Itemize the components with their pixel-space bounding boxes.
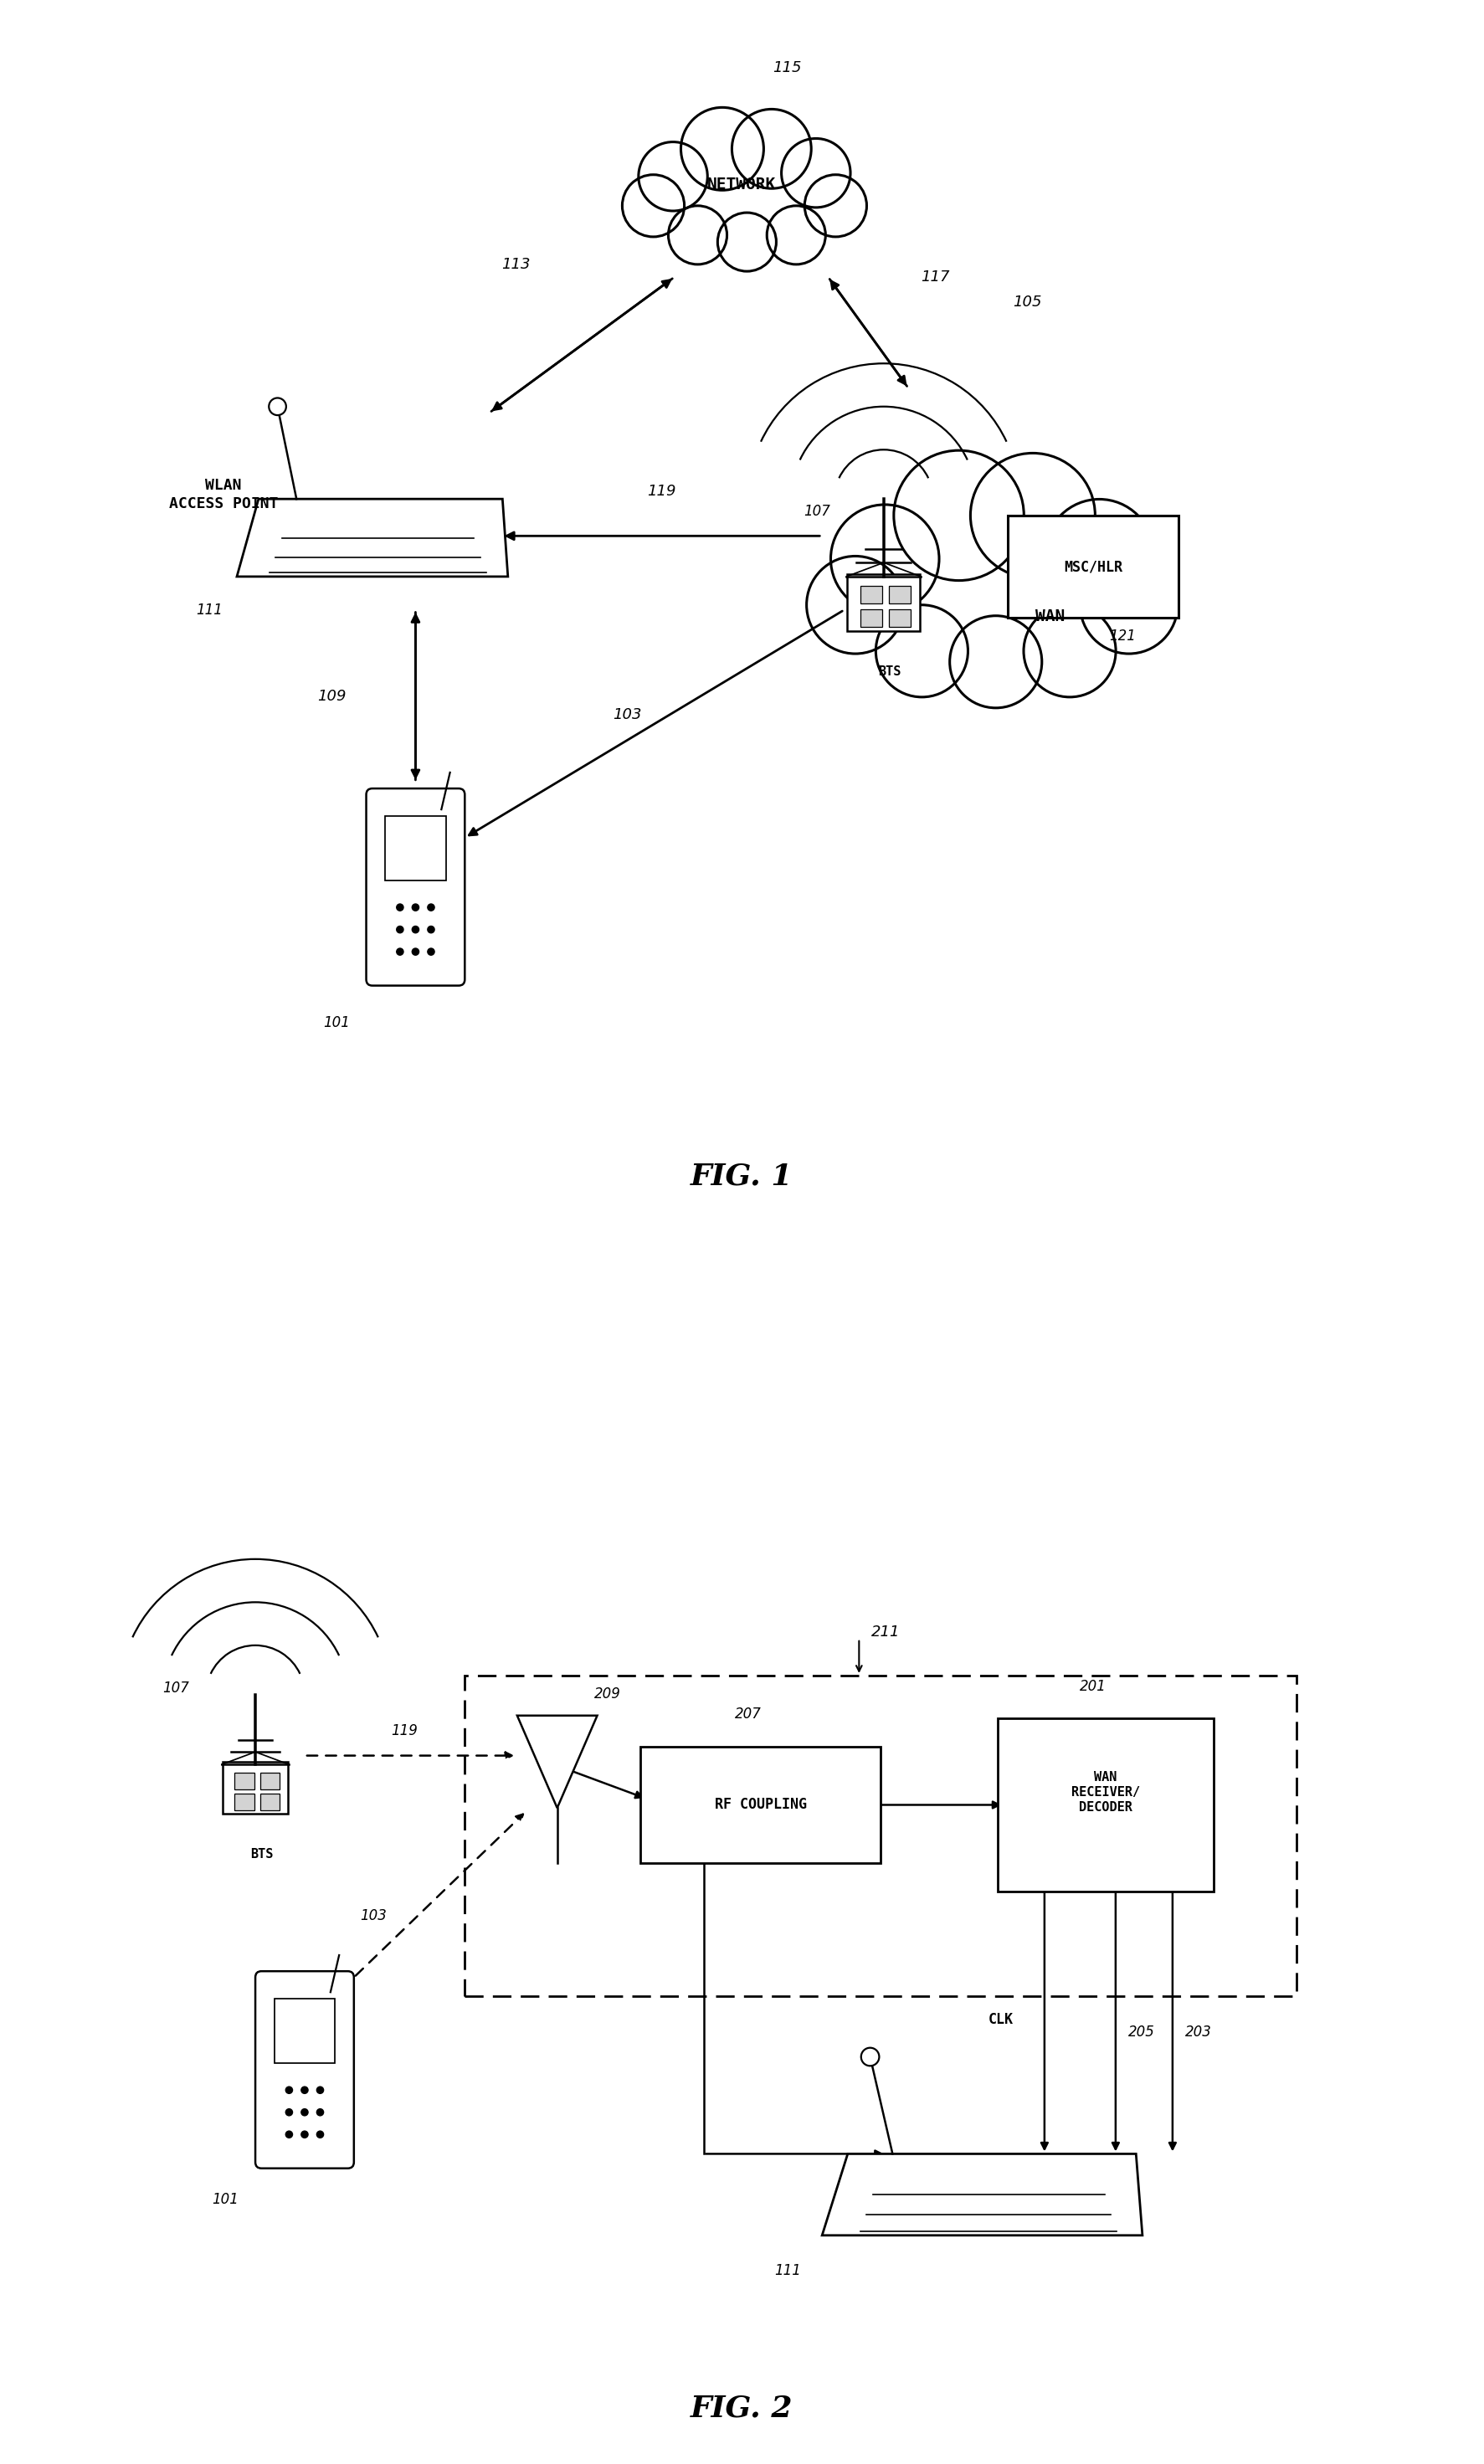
FancyBboxPatch shape [847, 574, 920, 631]
Text: BTS: BTS [249, 1848, 273, 1860]
Text: 119: 119 [390, 1722, 417, 1740]
Circle shape [767, 207, 825, 264]
Circle shape [638, 143, 708, 212]
Text: 115: 115 [773, 59, 801, 76]
Text: 103: 103 [361, 1907, 387, 1924]
Text: 101: 101 [212, 2190, 239, 2208]
Circle shape [285, 2131, 292, 2139]
Circle shape [427, 949, 435, 956]
Circle shape [301, 2087, 309, 2094]
Text: 107: 107 [804, 503, 830, 520]
Circle shape [804, 175, 867, 237]
FancyBboxPatch shape [384, 816, 447, 880]
Text: FIG. 1: FIG. 1 [690, 1163, 794, 1190]
Circle shape [396, 949, 404, 956]
Text: 103: 103 [613, 707, 641, 722]
FancyBboxPatch shape [861, 586, 881, 604]
Circle shape [427, 904, 435, 912]
Text: 121: 121 [1109, 628, 1135, 643]
Text: RF COUPLING: RF COUPLING [714, 1796, 806, 1814]
Text: 211: 211 [871, 1624, 901, 1641]
Circle shape [413, 904, 418, 912]
Circle shape [971, 453, 1095, 579]
FancyBboxPatch shape [641, 1747, 880, 1863]
Circle shape [1024, 606, 1116, 697]
Circle shape [301, 2109, 309, 2117]
Text: WAN
RECEIVER/
DECODER: WAN RECEIVER/ DECODER [1071, 1772, 1140, 1814]
FancyBboxPatch shape [260, 1794, 280, 1811]
FancyBboxPatch shape [223, 1762, 288, 1814]
Circle shape [413, 949, 418, 956]
Circle shape [396, 926, 404, 934]
FancyBboxPatch shape [367, 788, 464, 986]
Circle shape [301, 2131, 309, 2139]
Circle shape [861, 2048, 879, 2065]
Circle shape [269, 399, 286, 416]
Circle shape [285, 2087, 292, 2094]
Circle shape [316, 2131, 324, 2139]
Text: 113: 113 [502, 256, 531, 274]
Text: 207: 207 [735, 1708, 761, 1722]
Polygon shape [237, 498, 508, 577]
Text: 111: 111 [196, 601, 223, 618]
Text: BTS: BTS [879, 665, 901, 678]
Circle shape [316, 2087, 324, 2094]
Text: 203: 203 [1184, 2025, 1211, 2040]
Text: 205: 205 [1128, 2025, 1155, 2040]
Text: 117: 117 [920, 269, 950, 286]
FancyBboxPatch shape [997, 1720, 1214, 1892]
Text: WLAN
ACCESS POINT: WLAN ACCESS POINT [169, 478, 278, 513]
FancyBboxPatch shape [255, 1971, 353, 2168]
FancyBboxPatch shape [1008, 515, 1178, 618]
Text: CLK: CLK [988, 2013, 1014, 2028]
Text: 119: 119 [647, 483, 677, 498]
Text: 101: 101 [324, 1015, 350, 1030]
Circle shape [427, 926, 435, 934]
Circle shape [316, 2109, 324, 2117]
Circle shape [1080, 557, 1178, 653]
Circle shape [893, 451, 1024, 582]
Circle shape [831, 505, 939, 614]
Polygon shape [822, 2154, 1143, 2235]
Circle shape [622, 175, 684, 237]
Text: 111: 111 [775, 2262, 801, 2277]
Text: MSC/HLR: MSC/HLR [1064, 559, 1122, 574]
Circle shape [950, 616, 1042, 707]
Text: 209: 209 [594, 1685, 620, 1703]
Circle shape [413, 926, 418, 934]
FancyBboxPatch shape [889, 586, 911, 604]
Circle shape [718, 212, 776, 271]
FancyBboxPatch shape [275, 1998, 335, 2062]
FancyBboxPatch shape [234, 1794, 254, 1811]
Text: 201: 201 [1080, 1678, 1107, 1695]
Circle shape [807, 557, 904, 653]
Circle shape [876, 606, 968, 697]
Circle shape [396, 904, 404, 912]
Text: 107: 107 [163, 1680, 190, 1695]
Text: 105: 105 [1014, 293, 1042, 310]
FancyBboxPatch shape [234, 1772, 254, 1789]
Circle shape [668, 207, 727, 264]
Circle shape [285, 2109, 292, 2117]
Circle shape [681, 108, 764, 190]
Polygon shape [516, 1715, 597, 1809]
Text: WAN: WAN [1036, 609, 1064, 623]
FancyBboxPatch shape [889, 609, 911, 628]
Circle shape [782, 138, 850, 207]
Text: FIG. 2: FIG. 2 [690, 2395, 794, 2422]
Text: 109: 109 [318, 687, 346, 705]
Text: NETWORK: NETWORK [708, 177, 776, 192]
FancyBboxPatch shape [260, 1772, 280, 1789]
Circle shape [732, 108, 812, 190]
Circle shape [1045, 500, 1153, 609]
FancyBboxPatch shape [861, 609, 881, 628]
